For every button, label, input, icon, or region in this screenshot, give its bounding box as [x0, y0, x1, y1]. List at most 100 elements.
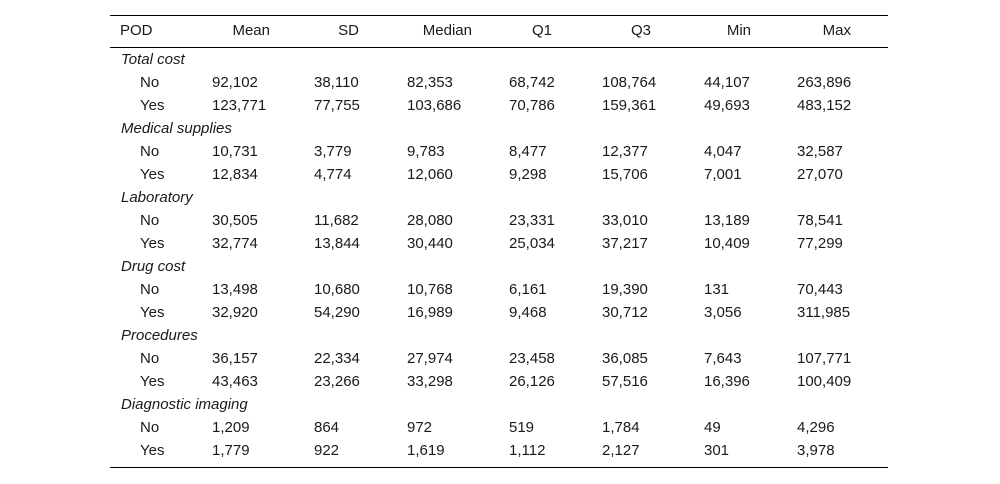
cell: 54,290 [314, 304, 360, 321]
cell: 32,774 [212, 235, 258, 252]
cell: 7,001 [704, 166, 742, 183]
cell: 22,334 [314, 350, 360, 367]
cell: 70,443 [797, 281, 843, 298]
row-label: No [140, 212, 159, 229]
cell: 159,361 [602, 97, 656, 114]
cell: 4,296 [797, 419, 835, 436]
cell: 311,985 [797, 304, 850, 321]
cell: 1,779 [212, 442, 250, 459]
row-label: Yes [140, 235, 164, 252]
cell: 36,085 [602, 350, 648, 367]
cell: 27,974 [407, 350, 453, 367]
cell: 30,440 [407, 235, 453, 252]
cell: 10,768 [407, 281, 453, 298]
cell: 68,742 [509, 74, 555, 91]
cell: 4,047 [704, 143, 742, 160]
cell: 12,377 [602, 143, 648, 160]
cell: 36,157 [212, 350, 258, 367]
cell: 131 [704, 281, 729, 298]
cell: 13,844 [314, 235, 360, 252]
cell: 44,107 [704, 74, 750, 91]
cell: 103,686 [407, 97, 461, 114]
row-label: No [140, 281, 159, 298]
cell: 33,010 [602, 212, 648, 229]
cell: 57,516 [602, 373, 648, 390]
column-header: POD [120, 22, 153, 39]
cell: 33,298 [407, 373, 453, 390]
cell: 6,161 [509, 281, 547, 298]
cell: 11,682 [314, 212, 359, 229]
group-label: Diagnostic imaging [121, 396, 248, 413]
row-label: Yes [140, 442, 164, 459]
cell: 77,299 [797, 235, 843, 252]
cell: 301 [704, 442, 729, 459]
cell: 32,920 [212, 304, 258, 321]
cell: 23,266 [314, 373, 360, 390]
cell: 3,779 [314, 143, 352, 160]
cell: 3,978 [797, 442, 835, 459]
row-label: Yes [140, 304, 164, 321]
cell: 78,541 [797, 212, 843, 229]
cell: 3,056 [704, 304, 742, 321]
cell: 23,331 [509, 212, 555, 229]
cell: 263,896 [797, 74, 851, 91]
cell: 49 [704, 419, 721, 436]
cell: 12,060 [407, 166, 453, 183]
cell: 9,298 [509, 166, 547, 183]
cell: 23,458 [509, 350, 555, 367]
cell: 32,587 [797, 143, 843, 160]
cell: 70,786 [509, 97, 555, 114]
group-label: Procedures [121, 327, 198, 344]
group-label: Laboratory [121, 189, 194, 206]
cell: 49,693 [704, 97, 750, 114]
cell: 37,217 [602, 235, 648, 252]
cell: 26,126 [509, 373, 555, 390]
cell: 2,127 [602, 442, 640, 459]
column-header: Median [423, 22, 472, 39]
group-label: Medical supplies [121, 120, 232, 137]
group-label: Total cost [121, 51, 185, 68]
column-header: Min [727, 22, 751, 39]
cell: 922 [314, 442, 339, 459]
cell: 30,712 [602, 304, 648, 321]
cell: 108,764 [602, 74, 656, 91]
cell: 8,477 [509, 143, 547, 160]
cell: 25,034 [509, 235, 555, 252]
cell: 92,102 [212, 74, 258, 91]
column-header: SD [338, 22, 359, 39]
cell: 43,463 [212, 373, 258, 390]
cell: 1,209 [212, 419, 250, 436]
column-header: Max [823, 22, 852, 39]
cell: 10,680 [314, 281, 360, 298]
cell: 483,152 [797, 97, 851, 114]
cell: 9,468 [509, 304, 547, 321]
column-header: Q1 [532, 22, 552, 39]
column-header: Mean [232, 22, 270, 39]
cell: 123,771 [212, 97, 266, 114]
cell: 100,409 [797, 373, 851, 390]
row-label: Yes [140, 166, 164, 183]
row-label: No [140, 350, 159, 367]
cell: 10,731 [212, 143, 258, 160]
row-label: Yes [140, 373, 164, 390]
row-label: No [140, 143, 159, 160]
cell: 28,080 [407, 212, 453, 229]
row-label: Yes [140, 97, 164, 114]
cell: 82,353 [407, 74, 453, 91]
cell: 12,834 [212, 166, 258, 183]
cell: 30,505 [212, 212, 258, 229]
cell: 77,755 [314, 97, 360, 114]
cell: 519 [509, 419, 534, 436]
cell: 972 [407, 419, 432, 436]
group-label: Drug cost [121, 258, 186, 275]
cell: 107,771 [797, 350, 851, 367]
cell: 9,783 [407, 143, 445, 160]
cell: 10,409 [704, 235, 750, 252]
cell: 16,396 [704, 373, 750, 390]
row-label: No [140, 419, 159, 436]
cell: 1,619 [407, 442, 445, 459]
cell: 7,643 [704, 350, 742, 367]
cell: 19,390 [602, 281, 648, 298]
cell: 13,498 [212, 281, 258, 298]
